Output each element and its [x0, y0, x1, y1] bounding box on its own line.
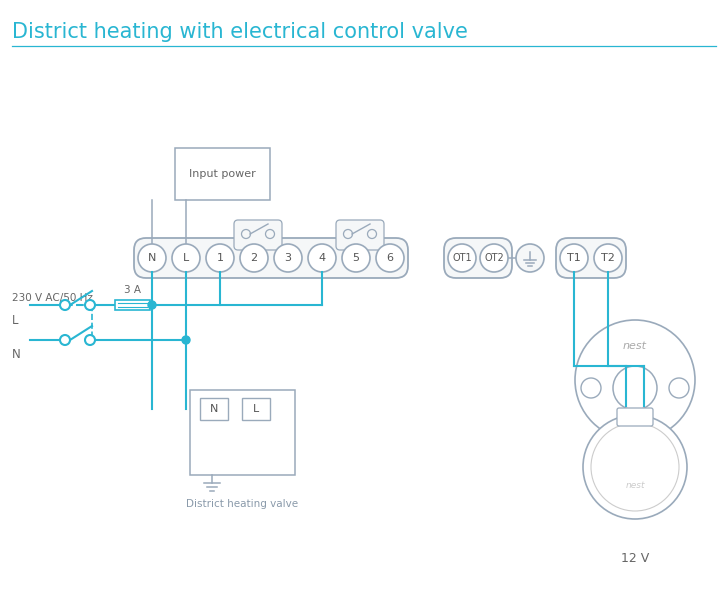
- Text: 1: 1: [216, 253, 223, 263]
- Text: 3 A: 3 A: [124, 285, 141, 295]
- FancyBboxPatch shape: [444, 238, 512, 278]
- Circle shape: [560, 244, 588, 272]
- Circle shape: [368, 229, 376, 239]
- Circle shape: [172, 244, 200, 272]
- FancyBboxPatch shape: [115, 300, 150, 310]
- Text: T1: T1: [567, 253, 581, 263]
- Circle shape: [448, 244, 476, 272]
- FancyBboxPatch shape: [175, 148, 270, 200]
- FancyBboxPatch shape: [134, 238, 408, 278]
- Circle shape: [516, 244, 544, 272]
- Text: N: N: [148, 253, 157, 263]
- Text: 2: 2: [250, 253, 258, 263]
- Circle shape: [85, 300, 95, 310]
- Circle shape: [60, 300, 70, 310]
- Text: OT1: OT1: [452, 253, 472, 263]
- Circle shape: [594, 244, 622, 272]
- Text: nest: nest: [625, 481, 645, 489]
- Circle shape: [266, 229, 274, 239]
- Circle shape: [242, 229, 250, 239]
- Text: 12 V: 12 V: [621, 551, 649, 564]
- Circle shape: [342, 244, 370, 272]
- Circle shape: [274, 244, 302, 272]
- FancyBboxPatch shape: [336, 220, 384, 250]
- Text: District heating valve: District heating valve: [186, 499, 298, 509]
- FancyBboxPatch shape: [556, 238, 626, 278]
- Circle shape: [138, 244, 166, 272]
- Text: 4: 4: [318, 253, 325, 263]
- Text: 3: 3: [285, 253, 291, 263]
- Text: Input power: Input power: [189, 169, 256, 179]
- Text: N: N: [12, 347, 21, 361]
- FancyBboxPatch shape: [200, 398, 228, 420]
- Circle shape: [60, 335, 70, 345]
- Circle shape: [206, 244, 234, 272]
- Text: 230 V AC/50 Hz: 230 V AC/50 Hz: [12, 293, 93, 303]
- Text: L: L: [12, 314, 18, 327]
- Circle shape: [240, 244, 268, 272]
- Circle shape: [581, 378, 601, 398]
- Text: District heating with electrical control valve: District heating with electrical control…: [12, 22, 468, 42]
- FancyBboxPatch shape: [242, 398, 270, 420]
- Circle shape: [669, 378, 689, 398]
- Text: OT2: OT2: [484, 253, 504, 263]
- Circle shape: [85, 335, 95, 345]
- Text: L: L: [183, 253, 189, 263]
- FancyBboxPatch shape: [234, 220, 282, 250]
- Text: N: N: [210, 404, 218, 414]
- Circle shape: [344, 229, 352, 239]
- Text: 5: 5: [352, 253, 360, 263]
- Circle shape: [591, 423, 679, 511]
- Circle shape: [575, 320, 695, 440]
- Circle shape: [376, 244, 404, 272]
- Text: L: L: [253, 404, 259, 414]
- Circle shape: [148, 301, 156, 309]
- Circle shape: [613, 366, 657, 410]
- FancyBboxPatch shape: [190, 390, 295, 475]
- Circle shape: [308, 244, 336, 272]
- Text: nest: nest: [623, 341, 647, 351]
- FancyBboxPatch shape: [617, 408, 653, 426]
- Circle shape: [182, 336, 190, 344]
- Circle shape: [583, 415, 687, 519]
- Text: T2: T2: [601, 253, 615, 263]
- Circle shape: [480, 244, 508, 272]
- Text: 6: 6: [387, 253, 394, 263]
